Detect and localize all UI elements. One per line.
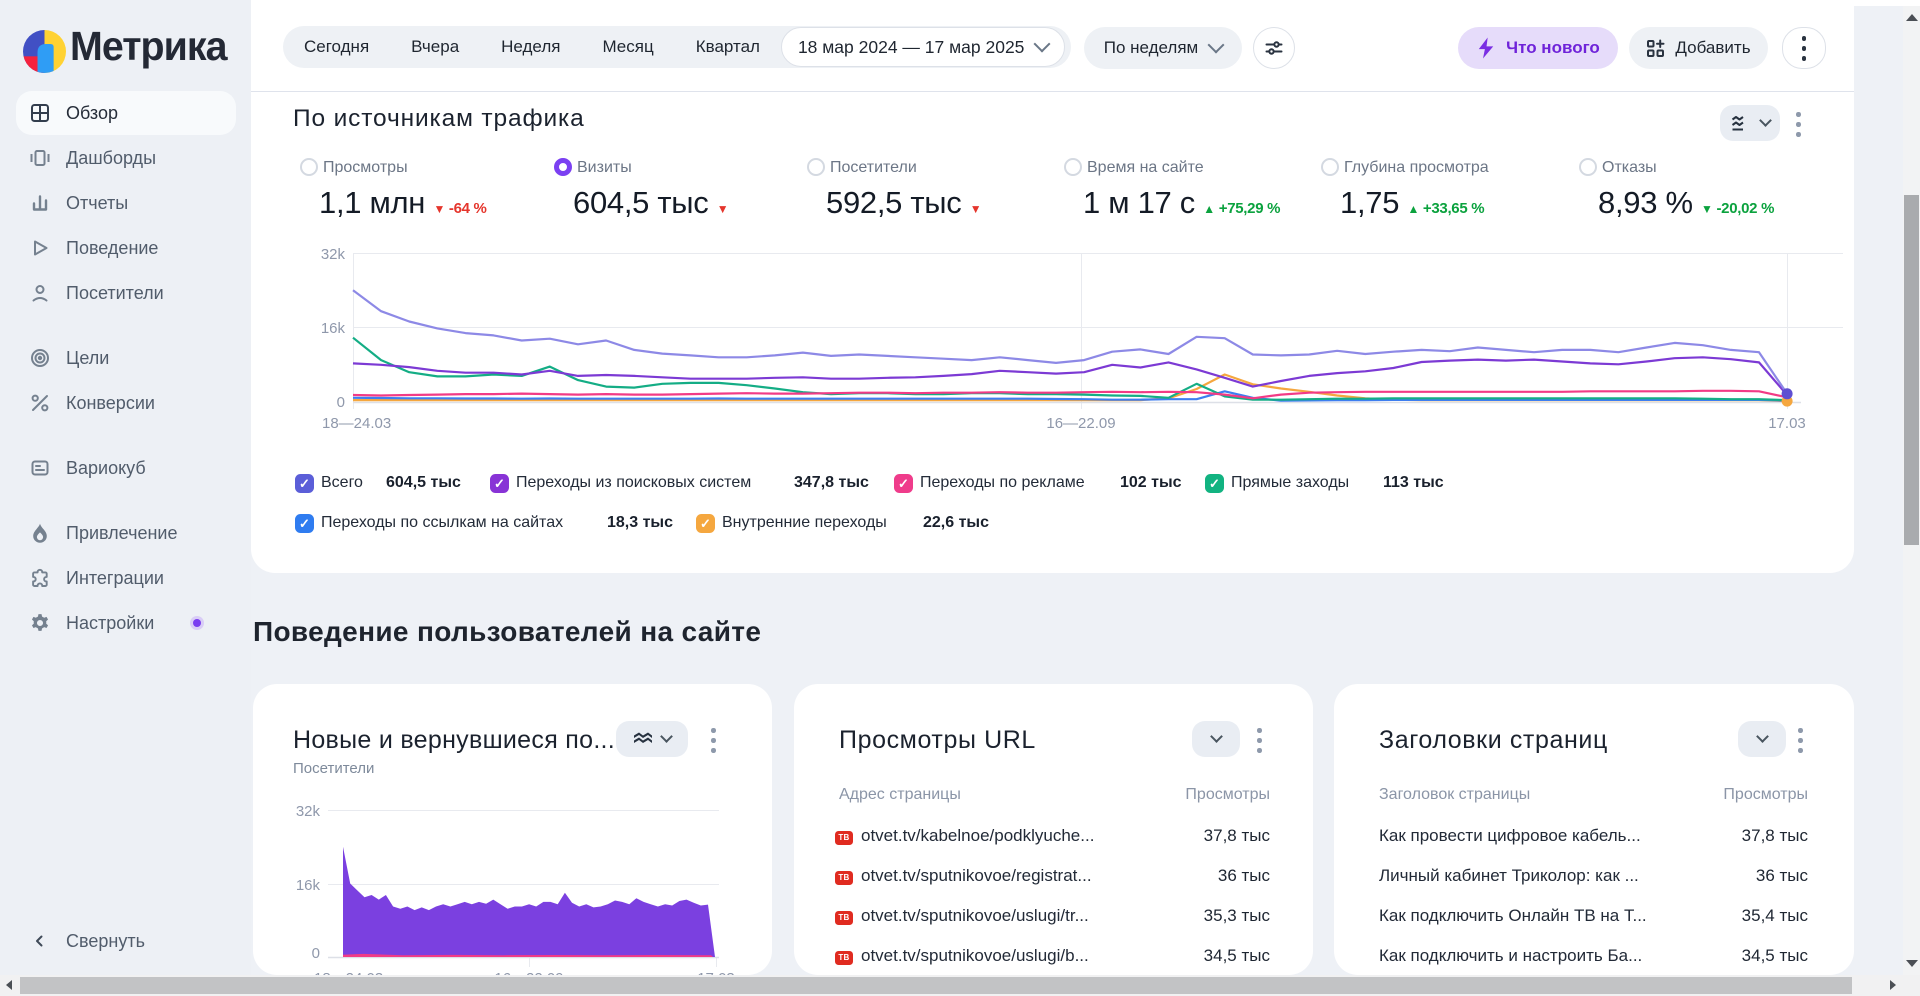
svg-text:0: 0 [337,394,345,411]
svg-text:18—24.03: 18—24.03 [314,970,383,975]
svg-text:0: 0 [312,945,320,962]
svg-text:17.03: 17.03 [697,970,735,975]
svg-text:16—22.09: 16—22.09 [1046,415,1115,432]
svg-text:17.03: 17.03 [1768,415,1806,432]
svg-text:18—24.03: 18—24.03 [322,415,391,432]
svg-text:16k: 16k [321,320,346,337]
svg-text:16—22.09: 16—22.09 [494,970,563,975]
svg-text:32k: 32k [296,803,321,820]
svg-text:16k: 16k [296,877,321,894]
svg-text:32k: 32k [321,246,346,263]
